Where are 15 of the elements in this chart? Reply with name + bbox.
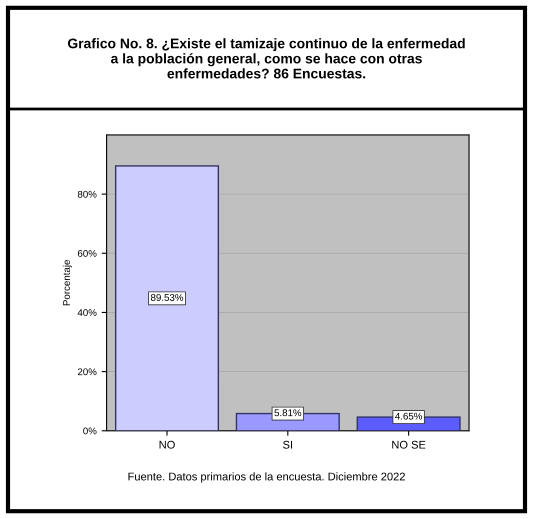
- x-tick-label: SI: [283, 440, 292, 449]
- y-tick-label: 20%: [78, 368, 97, 376]
- y-tick-label: 80%: [78, 190, 97, 198]
- source-note: Fuente. Datos primarios de la encuesta. Diciembre 2022: [128, 472, 405, 483]
- y-tick-label: 40%: [78, 309, 97, 316]
- x-tick-label: NO SE: [392, 440, 426, 449]
- x-tick-label: NO: [160, 440, 175, 449]
- chart-title: Grafico No. 8. ¿Existe el tamizaje continuo de la enfermedad a la población general, como se hace con otras enfermedades? 86 Encuestas.: [68, 38, 465, 78]
- bar: [114, 165, 220, 431]
- data-label: 4.65%: [395, 412, 422, 420]
- y-axis-title: Porcentaje: [62, 260, 72, 306]
- y-tick-label: 0%: [83, 428, 97, 434]
- data-label: 89.53%: [150, 294, 184, 301]
- data-label: 5.81%: [274, 409, 302, 416]
- y-tick-label: 60%: [78, 250, 97, 257]
